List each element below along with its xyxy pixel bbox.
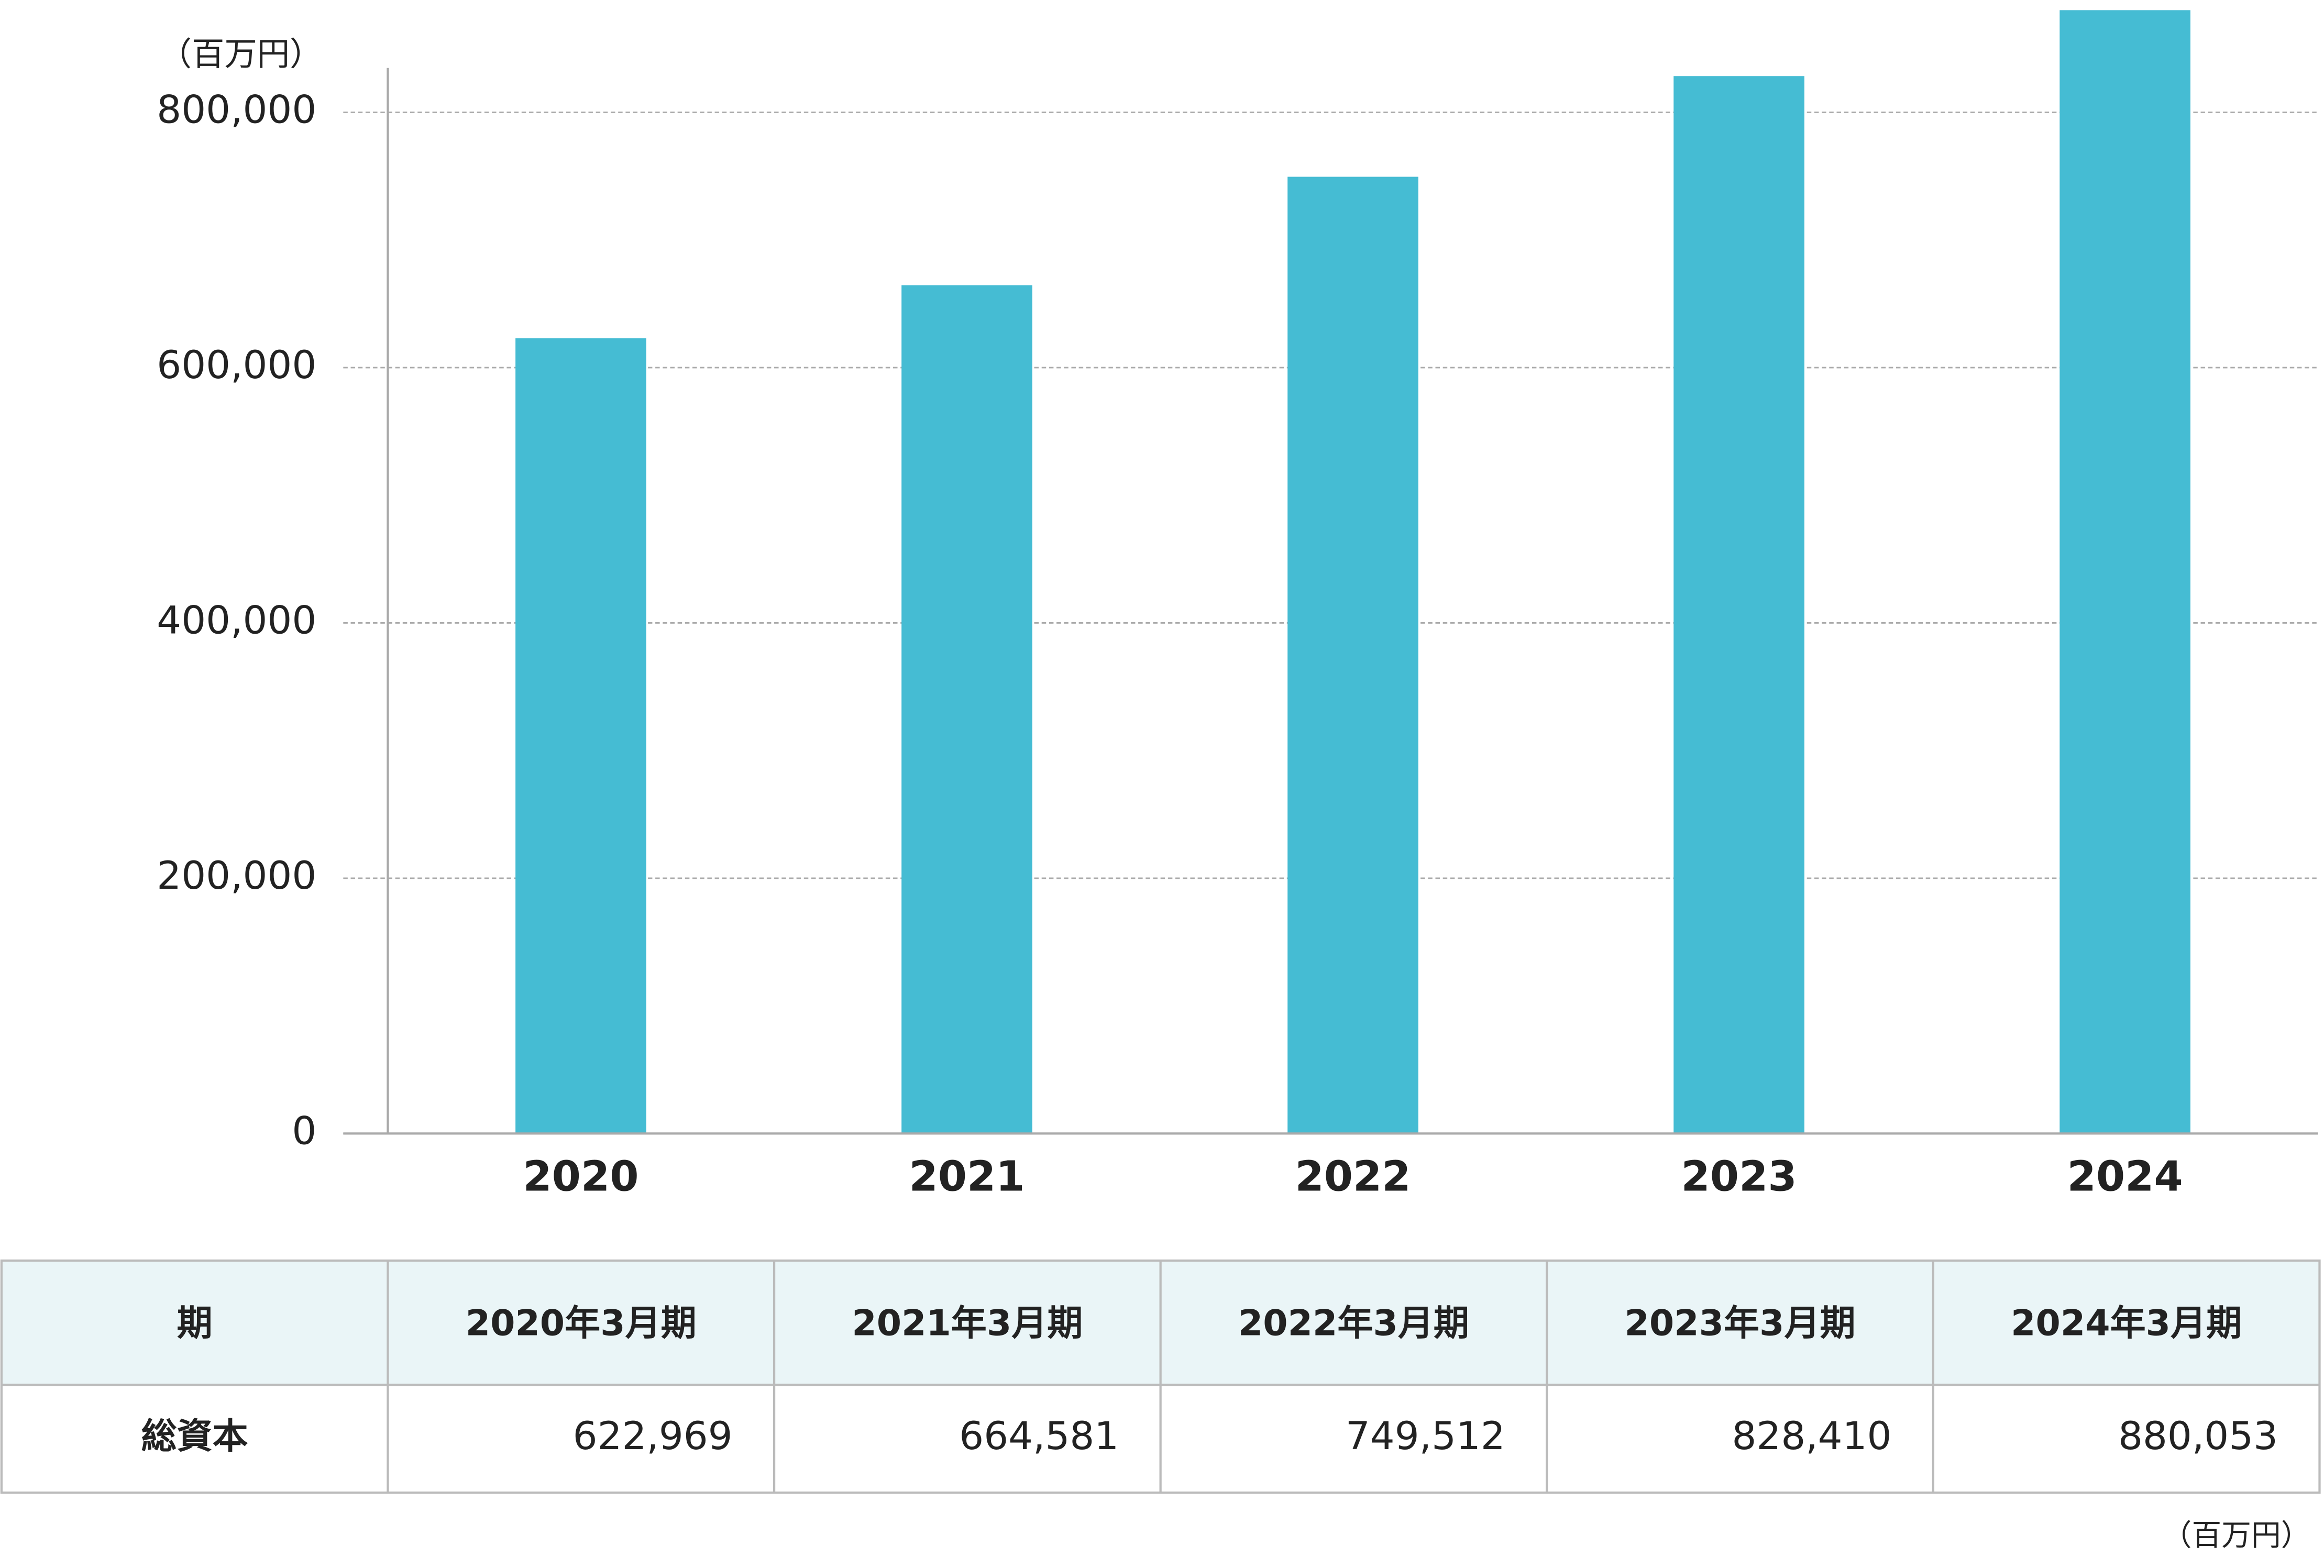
x-tick-label: 2021 bbox=[909, 1152, 1025, 1200]
table-row-label: 総資本 bbox=[141, 1416, 248, 1457]
bar bbox=[1673, 76, 1804, 1134]
table-unit: （百万円） bbox=[2162, 1518, 2311, 1552]
table-cell: 828,410 bbox=[1732, 1414, 1891, 1459]
y-tick-label: 400,000 bbox=[157, 599, 316, 643]
table-header-cell: 2023年3月期 bbox=[1625, 1303, 1856, 1344]
table-cell: 622,969 bbox=[573, 1414, 733, 1459]
y-tick-label: 800,000 bbox=[157, 88, 316, 132]
y-tick-label: 200,000 bbox=[157, 854, 316, 898]
bar bbox=[515, 338, 646, 1134]
y-unit: （百万円） bbox=[159, 35, 323, 73]
table-cell: 880,053 bbox=[2118, 1414, 2278, 1459]
y-tick-label: 0 bbox=[292, 1109, 316, 1154]
bar bbox=[1287, 176, 1418, 1134]
table-cell: 664,581 bbox=[959, 1414, 1119, 1459]
table-header-cell: 2021年3月期 bbox=[852, 1303, 1083, 1344]
bar bbox=[901, 285, 1032, 1134]
y-tick-label: 600,000 bbox=[157, 343, 316, 388]
x-tick-label: 2022 bbox=[1295, 1152, 1411, 1200]
table-header-cell: 2020年3月期 bbox=[466, 1303, 697, 1344]
x-tick-label: 2024 bbox=[2067, 1152, 2183, 1200]
table-cell: 749,512 bbox=[1346, 1414, 1505, 1459]
bar bbox=[2059, 10, 2190, 1134]
x-tick-label: 2023 bbox=[1681, 1152, 1797, 1200]
x-tick-label: 2020 bbox=[523, 1152, 638, 1200]
table-header-cell: 期 bbox=[177, 1303, 213, 1344]
table-header-cell: 2024年3月期 bbox=[2011, 1303, 2242, 1344]
table-header-cell: 2022年3月期 bbox=[1238, 1303, 1469, 1344]
